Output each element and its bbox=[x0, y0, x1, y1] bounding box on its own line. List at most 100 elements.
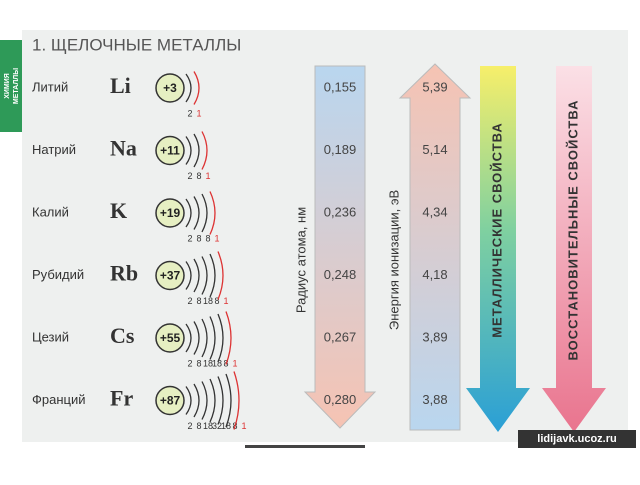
side-label: ХИМИЯ bbox=[4, 73, 11, 99]
electron-shell bbox=[193, 71, 200, 105]
electron-shell bbox=[225, 311, 232, 365]
radius-value: 0,236 bbox=[324, 204, 357, 219]
element-symbol: Rb bbox=[110, 261, 138, 286]
element-symbol: Fr bbox=[110, 386, 133, 411]
electron-shell bbox=[185, 198, 192, 228]
nucleus bbox=[155, 385, 185, 416]
side-strip bbox=[0, 40, 22, 132]
electron-count: 1 bbox=[241, 421, 246, 431]
electron-count: 1 bbox=[196, 108, 201, 118]
nucleus bbox=[155, 135, 185, 166]
electron-shell bbox=[217, 376, 224, 425]
charge: +11 bbox=[160, 144, 180, 158]
radius-label: Радиус атома, нм bbox=[293, 207, 308, 313]
ionization-value: 4,18 bbox=[422, 267, 447, 282]
electron-shell bbox=[217, 251, 224, 300]
electron-count: 1 bbox=[214, 233, 219, 243]
electron-count: 8 bbox=[196, 421, 201, 431]
ionization-value: 5,39 bbox=[422, 79, 447, 94]
electron-shell bbox=[193, 133, 200, 168]
side-label: МЕТАЛЛЫ bbox=[13, 68, 20, 104]
electron-shell bbox=[225, 373, 232, 428]
electron-count: 1 bbox=[205, 171, 210, 181]
nucleus bbox=[155, 198, 185, 228]
element-symbol: Li bbox=[110, 73, 131, 98]
ionization-value: 3,88 bbox=[422, 392, 447, 407]
electron-shell bbox=[185, 136, 192, 165]
electron-count: 18 bbox=[203, 296, 213, 306]
electron-shell bbox=[201, 256, 208, 295]
electron-count: 18 bbox=[203, 358, 213, 368]
electron-count: 1 bbox=[232, 358, 237, 368]
element-symbol: Na bbox=[110, 136, 137, 161]
electron-count: 2 bbox=[187, 421, 192, 431]
ionization-value: 4,34 bbox=[422, 204, 447, 219]
electron-count: 2 bbox=[187, 171, 192, 181]
electron-shell bbox=[193, 383, 200, 418]
ionization-value: 5,14 bbox=[422, 142, 447, 157]
electron-shell bbox=[233, 371, 240, 430]
watermark: lidijavk.ucoz.ru bbox=[537, 433, 616, 445]
metallic-label: МЕТАЛЛИЧЕСКИЕ СВОЙСТВА bbox=[489, 122, 504, 338]
electron-count: 8 bbox=[196, 171, 201, 181]
electron-count: 8 bbox=[196, 233, 201, 243]
nucleus bbox=[155, 73, 185, 103]
electron-shell bbox=[209, 191, 216, 235]
metallic-arrow bbox=[466, 66, 530, 432]
radius-value: 0,267 bbox=[324, 329, 357, 344]
element-name: Цезий bbox=[32, 329, 69, 344]
electron-shell bbox=[193, 321, 200, 355]
watermark-box bbox=[518, 430, 636, 448]
charge: +19 bbox=[160, 206, 181, 220]
electron-count: 8 bbox=[214, 296, 219, 306]
element-name: Натрий bbox=[32, 142, 76, 157]
electron-shell bbox=[193, 258, 200, 293]
charge: +87 bbox=[160, 394, 181, 408]
element-symbol: Cs bbox=[110, 323, 135, 348]
ionization-arrow bbox=[398, 63, 472, 431]
electron-shell bbox=[201, 381, 208, 420]
electron-shell bbox=[217, 313, 224, 363]
electron-count: 8 bbox=[196, 296, 201, 306]
nucleus bbox=[155, 323, 185, 353]
ionization-value: 3,89 bbox=[422, 329, 447, 344]
electron-count: 8 bbox=[205, 233, 210, 243]
ionization-label: Энергия ионизации, эВ bbox=[386, 190, 401, 330]
charge: +37 bbox=[160, 269, 181, 283]
radius-value: 0,189 bbox=[324, 142, 357, 157]
radius-value: 0,155 bbox=[324, 79, 357, 94]
radius-arrow bbox=[303, 65, 377, 429]
electron-count: 1 bbox=[223, 296, 228, 306]
electron-shell bbox=[185, 73, 192, 103]
electron-shell bbox=[185, 261, 192, 290]
electron-shell bbox=[185, 386, 192, 415]
radius-value: 0,280 bbox=[324, 392, 357, 407]
element-name: Рубидий bbox=[32, 267, 84, 282]
electron-shell bbox=[209, 253, 216, 298]
electron-count: 18 bbox=[212, 358, 222, 368]
electron-count: 32 bbox=[212, 421, 222, 431]
electron-count: 2 bbox=[187, 358, 192, 368]
bottom-line bbox=[245, 445, 365, 448]
electron-count: 8 bbox=[196, 358, 201, 368]
electron-shell bbox=[185, 323, 192, 353]
electron-shell bbox=[201, 318, 208, 358]
electron-shell bbox=[209, 378, 216, 423]
electron-shell bbox=[209, 316, 216, 360]
radius-value: 0,248 bbox=[324, 267, 357, 282]
electron-shell bbox=[201, 193, 208, 233]
charge: +3 bbox=[163, 81, 177, 95]
element-name: Калий bbox=[32, 204, 69, 219]
title: 1. ЩЕЛОЧНЫЕ МЕТАЛЛЫ bbox=[32, 35, 241, 54]
electron-count: 2 bbox=[187, 296, 192, 306]
element-symbol: K bbox=[110, 198, 127, 223]
electron-count: 18 bbox=[203, 421, 213, 431]
nucleus bbox=[155, 260, 185, 291]
element-name: Литий bbox=[32, 79, 68, 94]
electron-shell bbox=[193, 196, 200, 230]
electron-count: 2 bbox=[187, 233, 192, 243]
charge: +55 bbox=[160, 331, 181, 345]
reducing-arrow bbox=[542, 66, 606, 432]
electron-shell bbox=[201, 131, 208, 170]
